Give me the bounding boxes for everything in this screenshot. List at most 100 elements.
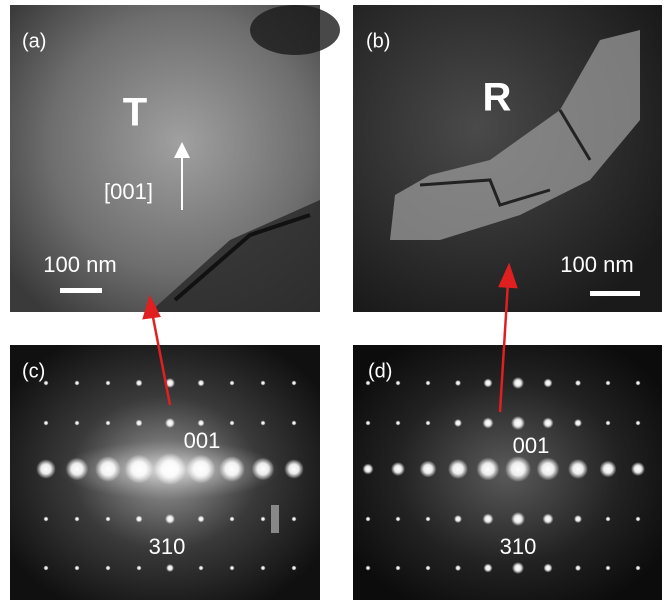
diffraction-spot xyxy=(483,514,494,525)
diffraction-spot xyxy=(75,517,80,522)
diffraction-spot xyxy=(230,566,235,571)
diffraction-spot xyxy=(544,379,553,388)
diffraction-spot xyxy=(198,380,205,387)
diffraction-spot xyxy=(606,381,611,386)
diffraction-spot xyxy=(396,517,401,522)
diffraction-spot xyxy=(511,512,525,526)
diffraction-spot xyxy=(484,379,493,388)
diffraction-spot xyxy=(106,517,111,522)
diffraction-spot xyxy=(198,420,205,427)
diffraction-spot xyxy=(366,421,371,426)
diffraction-spot xyxy=(363,464,374,475)
diffraction-spot xyxy=(366,517,371,522)
figure: (a) T [001] 100 nm (b) R 100 nm (c) 001 … xyxy=(0,0,668,605)
diffraction-spot xyxy=(426,421,431,426)
diffraction-spot xyxy=(187,455,216,484)
panel-d: (d) 001 310 xyxy=(353,345,662,600)
diffraction-spot xyxy=(391,462,405,476)
phase-label: T xyxy=(123,91,147,135)
diffraction-spot xyxy=(455,565,461,571)
diffraction-spot xyxy=(420,461,437,478)
diffraction-spot xyxy=(454,419,462,427)
diffraction-spot xyxy=(543,418,554,429)
diffraction-spot xyxy=(543,514,554,525)
diffraction-spot xyxy=(396,381,401,386)
diffraction-spot xyxy=(636,381,641,386)
diffraction-spot xyxy=(106,381,111,386)
diffraction-spot xyxy=(426,566,431,571)
diffraction-spot xyxy=(454,515,462,523)
diffraction-spot xyxy=(484,564,493,573)
diffraction-spot xyxy=(75,421,80,426)
panel-a: (a) T [001] 100 nm xyxy=(10,5,340,312)
diffraction-spot xyxy=(230,381,235,386)
diffraction-spot xyxy=(36,459,56,479)
diffraction-spot xyxy=(606,517,611,522)
diffraction-spot xyxy=(165,514,175,524)
diffraction-spot xyxy=(137,566,142,571)
diffraction-spot xyxy=(261,566,266,571)
spot-label: 310 xyxy=(149,534,186,559)
diffraction-spot xyxy=(606,566,611,571)
diffraction-spot xyxy=(544,564,553,573)
diffraction-spot xyxy=(574,515,582,523)
diffraction-spot xyxy=(448,459,468,479)
diffraction-spot xyxy=(575,565,581,571)
scale-bar-label: 100 nm xyxy=(560,252,633,277)
diffraction-spot xyxy=(636,517,641,522)
diffraction-spot xyxy=(136,380,143,387)
diffraction-spot xyxy=(537,458,560,481)
diffraction-spot xyxy=(511,416,525,430)
diffraction-spot xyxy=(44,421,49,426)
panel-label: (c) xyxy=(22,360,45,382)
diffraction-spot xyxy=(136,420,143,427)
diffraction-spot xyxy=(154,453,186,485)
diffraction-spot xyxy=(396,421,401,426)
spot-label: 310 xyxy=(500,534,537,559)
diffraction-spot xyxy=(219,456,245,482)
diffraction-spot xyxy=(636,566,641,571)
direction-label: [001] xyxy=(104,179,153,204)
diffraction-spot xyxy=(396,566,401,571)
diffraction-spot xyxy=(261,381,266,386)
phase-label: R xyxy=(483,76,512,120)
panel-label: (d) xyxy=(368,360,392,382)
diffraction-spot xyxy=(166,564,174,572)
diffraction-spot xyxy=(505,456,531,482)
diffraction-spot xyxy=(292,517,297,522)
spot-label: 001 xyxy=(184,428,221,453)
diffraction-spot xyxy=(106,421,111,426)
diffraction-spot xyxy=(366,566,371,571)
diffraction-spot xyxy=(292,381,297,386)
spot-label: 001 xyxy=(513,433,550,458)
diffraction-spot xyxy=(292,566,297,571)
diffraction-spot xyxy=(631,462,645,476)
diffraction-spot xyxy=(75,566,80,571)
diffraction-spot xyxy=(44,517,49,522)
diffraction-spot xyxy=(261,421,266,426)
diffraction-spot xyxy=(230,421,235,426)
diffraction-spot xyxy=(165,418,175,428)
diffraction-spot xyxy=(512,562,524,574)
diffraction-spot xyxy=(292,421,297,426)
diffraction-spot xyxy=(512,377,524,389)
diffraction-spot xyxy=(600,461,617,478)
panel-label: (b) xyxy=(366,30,390,52)
diffraction-spot xyxy=(568,459,588,479)
diffraction-spot xyxy=(230,517,235,522)
diffraction-spot xyxy=(574,419,582,427)
scale-bar xyxy=(60,288,102,293)
diffraction-spot xyxy=(426,381,431,386)
diffraction-spot xyxy=(75,381,80,386)
diffraction-spot xyxy=(261,517,266,522)
panel-b: (b) R 100 nm xyxy=(353,5,662,312)
diffraction-spot xyxy=(477,458,500,481)
panel-label: (a) xyxy=(22,30,46,52)
scale-bar xyxy=(590,291,640,296)
diffraction-spot xyxy=(199,566,204,571)
diffraction-spot xyxy=(575,380,581,386)
diffraction-spot xyxy=(66,458,89,481)
diffraction-spot xyxy=(136,516,143,523)
diffraction-spot xyxy=(426,517,431,522)
diffraction-spot xyxy=(606,421,611,426)
